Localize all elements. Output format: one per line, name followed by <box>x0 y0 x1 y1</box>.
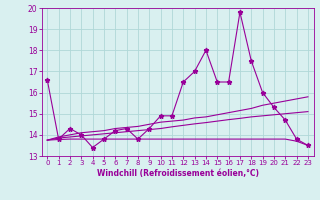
X-axis label: Windchill (Refroidissement éolien,°C): Windchill (Refroidissement éolien,°C) <box>97 169 259 178</box>
